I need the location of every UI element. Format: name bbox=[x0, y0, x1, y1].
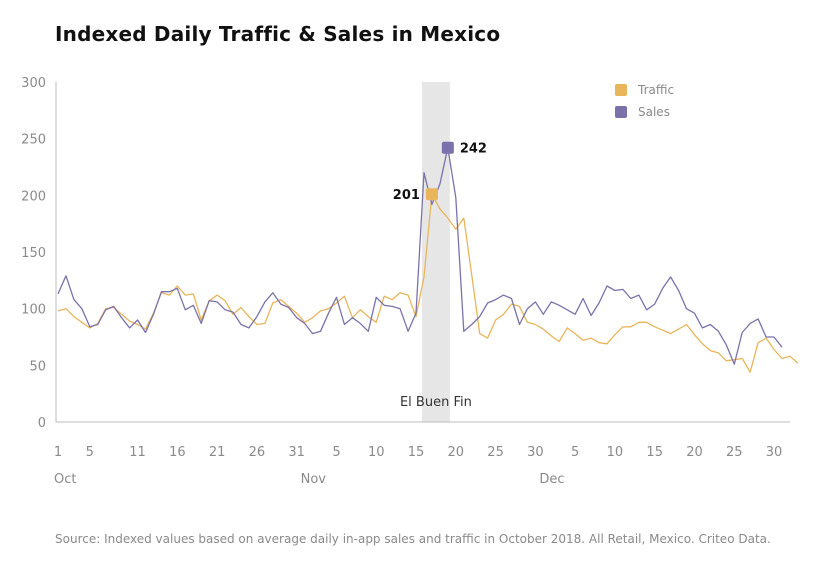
x-tick-label: 25 bbox=[726, 445, 743, 460]
series-layer bbox=[57, 147, 799, 373]
sales-peak-label: 242 bbox=[460, 142, 487, 157]
highlight-label: El Buen Fin bbox=[400, 395, 472, 410]
y-tick-label: 300 bbox=[21, 76, 46, 91]
x-tick-label: 1 bbox=[54, 445, 62, 460]
x-tick-label: 31 bbox=[288, 445, 305, 460]
y-tick-label: 150 bbox=[21, 246, 46, 261]
legend-label-sales: Sales bbox=[638, 105, 670, 119]
x-tick-label: 30 bbox=[766, 445, 783, 460]
legend-swatch-sales bbox=[615, 106, 627, 118]
x-tick-label: 20 bbox=[686, 445, 703, 460]
legend-label-traffic: Traffic bbox=[637, 83, 674, 97]
month-label: Dec bbox=[539, 472, 564, 487]
chart-title: Indexed Daily Traffic & Sales in Mexico bbox=[55, 22, 501, 46]
y-tick-label: 200 bbox=[21, 189, 46, 204]
x-tick-label: 21 bbox=[209, 445, 226, 460]
y-tick-label: 50 bbox=[29, 359, 46, 374]
month-label: Oct bbox=[54, 472, 76, 487]
traffic-peak-label: 201 bbox=[393, 188, 420, 203]
x-tick-label: 5 bbox=[571, 445, 579, 460]
source-note: Source: Indexed values based on average … bbox=[55, 532, 771, 546]
month-label: Nov bbox=[301, 472, 327, 487]
y-tick-label: 0 bbox=[38, 416, 46, 431]
x-tick-label: 10 bbox=[607, 445, 624, 460]
x-tick-label: 30 bbox=[527, 445, 544, 460]
x-tick-label: 15 bbox=[408, 445, 425, 460]
annotation-layer: 201 242 bbox=[393, 141, 487, 203]
x-tick-label: 10 bbox=[368, 445, 385, 460]
series-line-sales bbox=[57, 147, 783, 365]
y-tick-label: 250 bbox=[21, 133, 46, 148]
y-tick-label: 100 bbox=[21, 303, 46, 318]
sales-peak-marker bbox=[441, 141, 454, 154]
x-tick-label: 20 bbox=[448, 445, 465, 460]
legend-swatch-traffic bbox=[615, 84, 627, 96]
x-tick-label: 5 bbox=[332, 445, 340, 460]
x-tick-label: 26 bbox=[249, 445, 266, 460]
highlight-band-layer: El Buen Fin bbox=[400, 82, 472, 422]
legend: Traffic Sales bbox=[615, 83, 674, 119]
traffic-peak-marker bbox=[425, 188, 438, 201]
x-tick-label: 25 bbox=[487, 445, 504, 460]
x-tick-label: 11 bbox=[129, 445, 146, 460]
series-line-traffic bbox=[57, 193, 799, 373]
x-tick-label: 16 bbox=[169, 445, 186, 460]
x-tick-label: 15 bbox=[646, 445, 663, 460]
x-tick-label: 5 bbox=[86, 445, 94, 460]
